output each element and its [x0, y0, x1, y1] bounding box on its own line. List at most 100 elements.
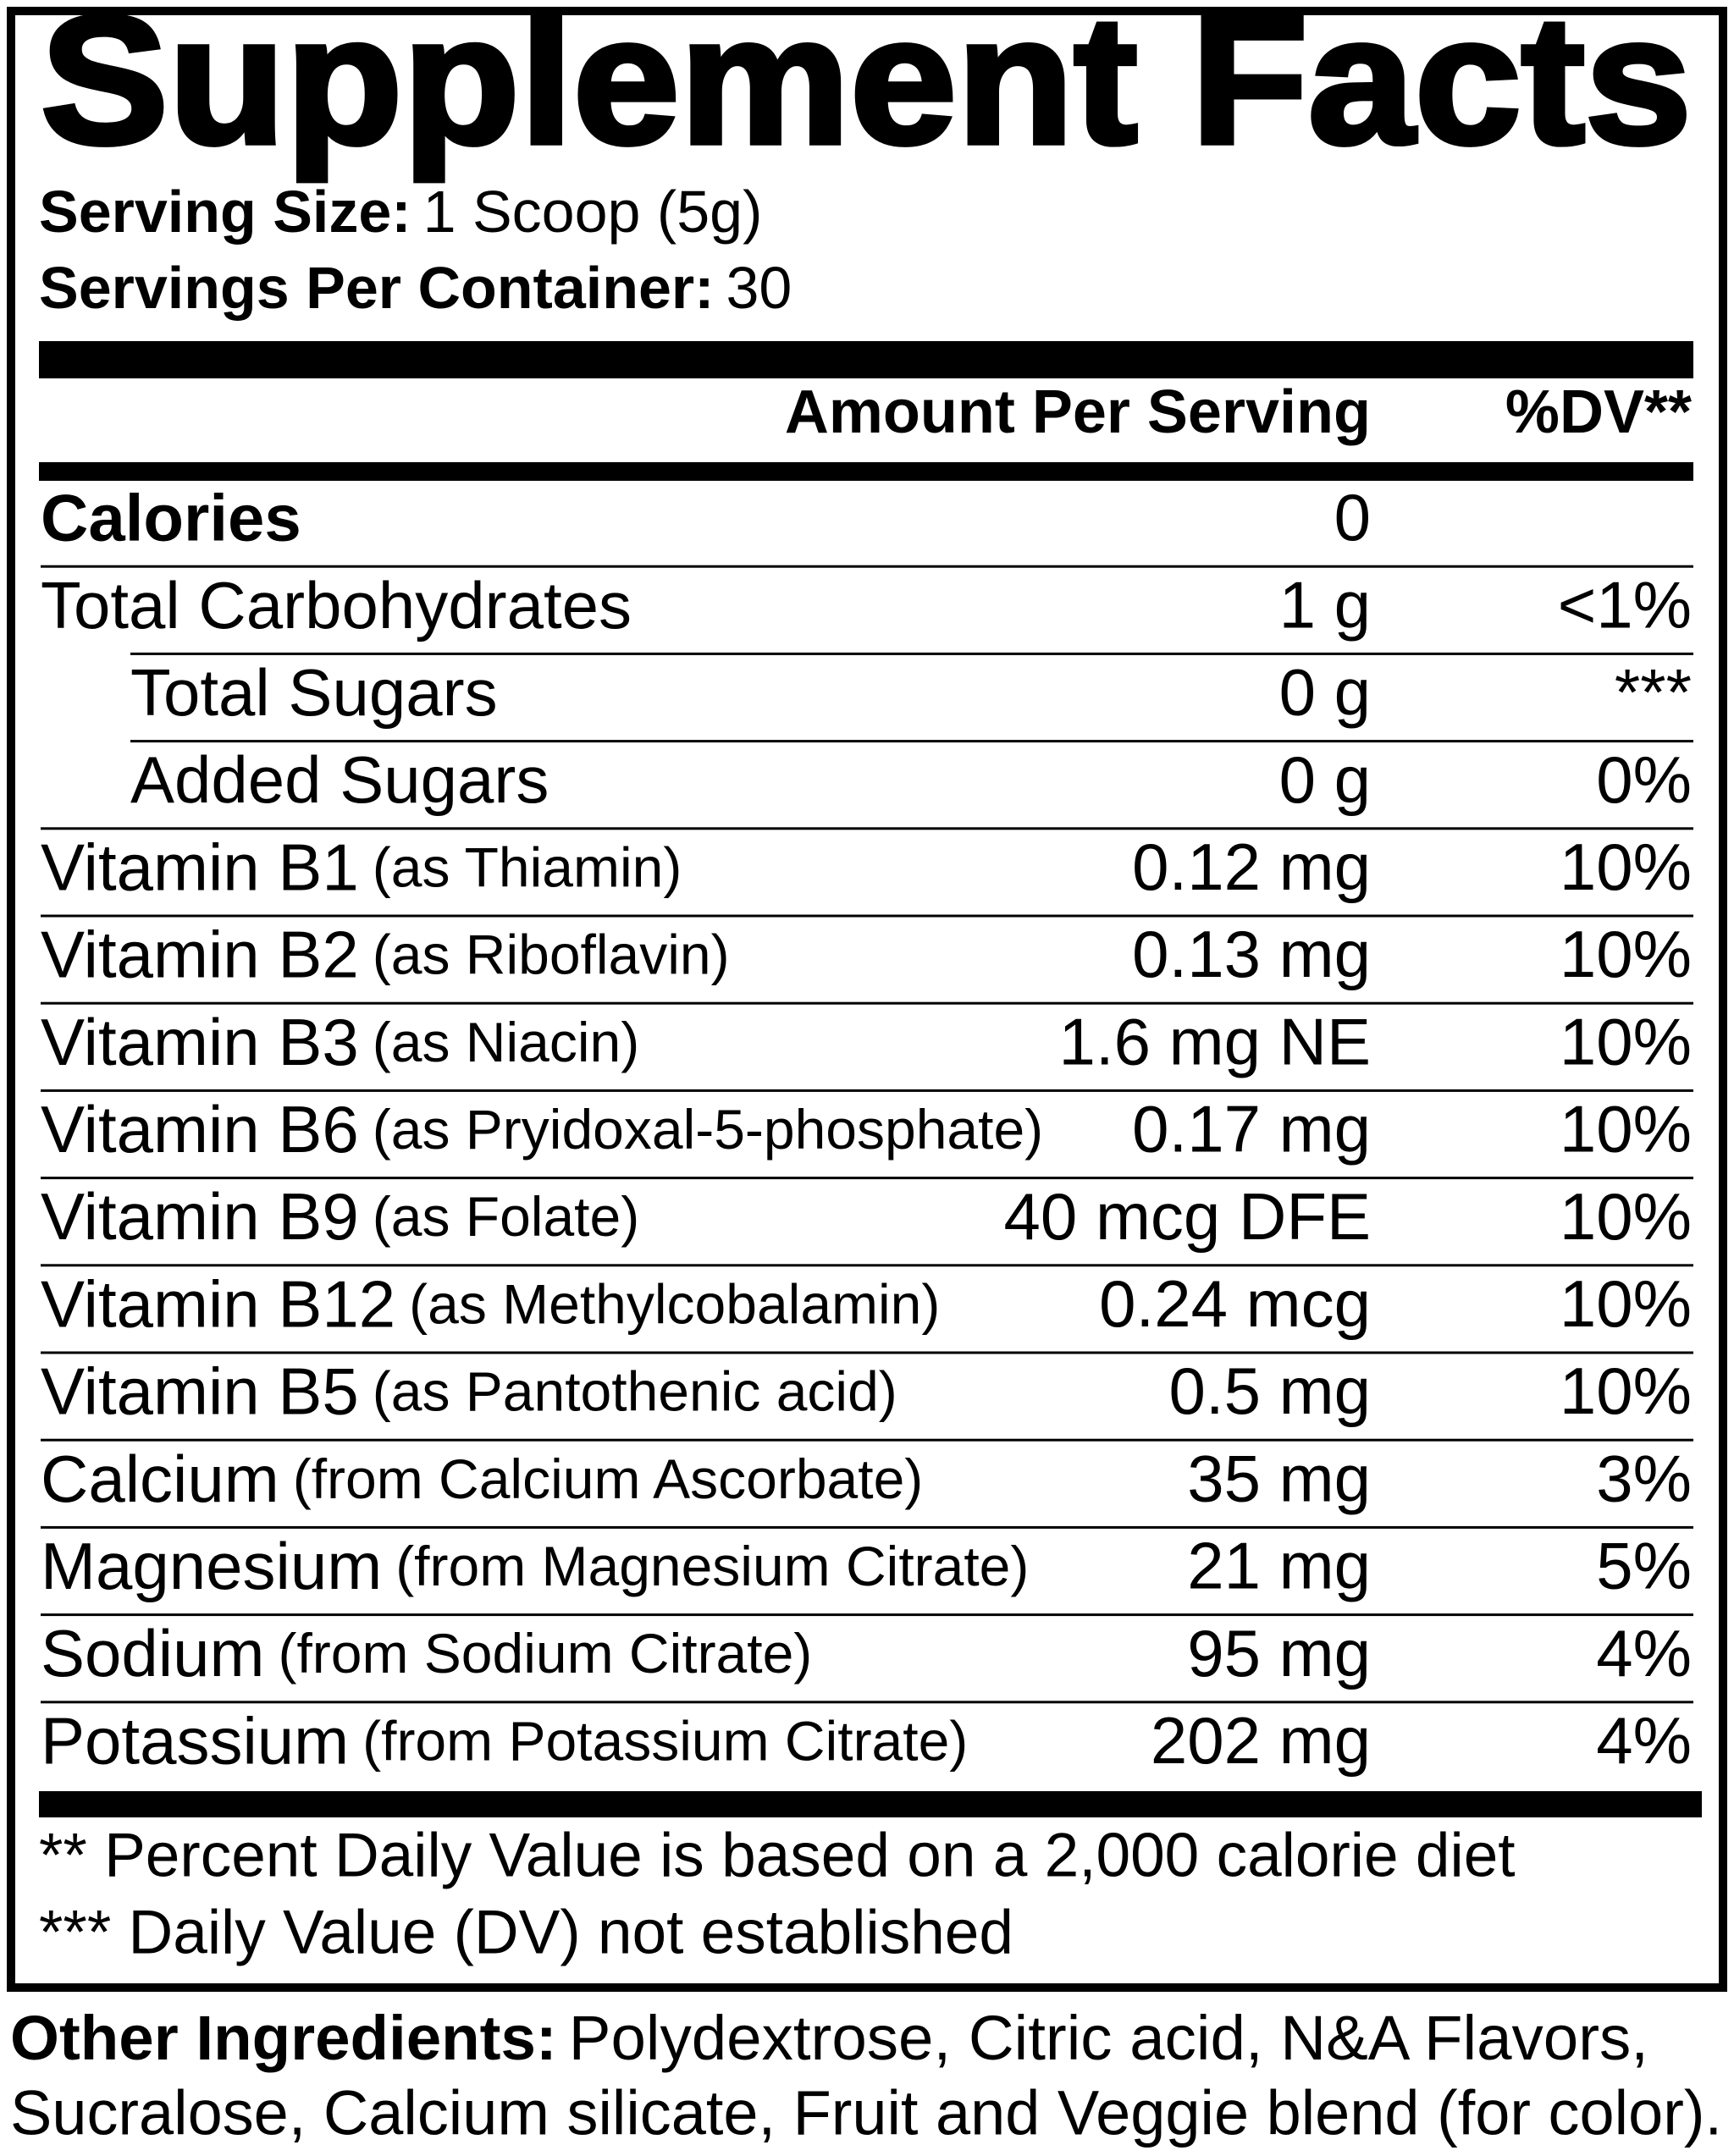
row-rule — [41, 565, 1693, 568]
daily-value: 5% — [1596, 1529, 1692, 1603]
daily-value: 10% — [1560, 1004, 1692, 1078]
nutrient-name: Total Carbohydrates — [41, 567, 632, 642]
row-rule — [41, 827, 1693, 830]
dv-header: %DV** — [1505, 378, 1692, 446]
nutrient-source: (as Folate) — [373, 1186, 639, 1249]
daily-value: <1% — [1558, 567, 1692, 642]
row-rule — [41, 1264, 1693, 1267]
row-rule — [41, 1438, 1693, 1442]
serving-size: Serving Size: 1 Scoop (5g) — [39, 179, 762, 245]
nutrient-name: Potassium (from Potassium Citrate) — [41, 1703, 968, 1778]
amount: 0.24 mcg — [1099, 1266, 1371, 1341]
serving-size-label: Serving Size: — [39, 179, 411, 245]
amount: 21 mg — [1187, 1529, 1371, 1603]
daily-value: 10% — [1560, 1092, 1692, 1166]
daily-value: 10% — [1560, 1266, 1692, 1341]
nutrient-name: Calories — [41, 480, 301, 554]
nutrient-name: Vitamin B2 (as Riboflavin) — [41, 917, 730, 991]
nutrient-label: Vitamin B1 — [41, 830, 359, 904]
nutrient-label: Vitamin B12 — [41, 1266, 395, 1341]
amount-header: Amount Per Serving — [785, 378, 1371, 446]
nutrient-name: Vitamin B1 (as Thiamin) — [41, 830, 682, 904]
nutrient-name: Calcium (from Calcium Ascorbate) — [41, 1441, 923, 1515]
nutrient-label: Magnesium — [41, 1529, 382, 1603]
nutrient-source: (as Pantothenic acid) — [373, 1360, 897, 1423]
amount: 0.12 mg — [1132, 830, 1371, 904]
amount: 0.5 mg — [1169, 1354, 1371, 1428]
thick-rule — [39, 1791, 1702, 1817]
nutrient-source: (from Calcium Ascorbate) — [293, 1447, 924, 1510]
daily-value: 10% — [1560, 830, 1692, 904]
amount: 0.13 mg — [1132, 917, 1371, 991]
row-rule — [41, 1351, 1693, 1354]
nutrient-label: Potassium — [41, 1703, 349, 1778]
amount: 1 g — [1279, 567, 1371, 642]
nutrient-source: (as Thiamin) — [373, 836, 682, 899]
nutrient-name: Vitamin B12 (as Methylcobalamin) — [41, 1266, 940, 1341]
servings-per-container-value: 30 — [726, 255, 792, 321]
servings-per-container-label: Servings Per Container: — [39, 255, 714, 321]
nutrient-source: (as Methylcobalamin) — [409, 1273, 940, 1336]
nutrient-name: Vitamin B6 (as Pryidoxal-5-phosphate) — [41, 1092, 1043, 1166]
nutrient-label: Added Sugars — [130, 742, 549, 817]
nutrient-label: Vitamin B2 — [41, 917, 359, 991]
nutrient-name: Sodium (from Sodium Citrate) — [41, 1616, 812, 1690]
row-rule — [41, 1701, 1693, 1704]
nutrient-label: Vitamin B5 — [41, 1354, 359, 1428]
nutrient-source: (as Pryidoxal-5-phosphate) — [373, 1098, 1043, 1161]
amount: 95 mg — [1187, 1616, 1371, 1690]
nutrient-source: (from Sodium Citrate) — [278, 1623, 812, 1685]
daily-value: 4% — [1596, 1703, 1692, 1778]
nutrient-name: Vitamin B5 (as Pantothenic acid) — [41, 1354, 897, 1428]
row-rule — [41, 914, 1693, 918]
servings-per-container: Servings Per Container: 30 — [39, 255, 792, 321]
amount: 0 g — [1279, 742, 1371, 817]
amount: 0 g — [1279, 655, 1371, 730]
nutrient-label: Calcium — [41, 1441, 279, 1515]
amount: 202 mg — [1151, 1703, 1371, 1778]
daily-value: 3% — [1596, 1441, 1692, 1515]
nutrient-source: (from Potassium Citrate) — [362, 1710, 968, 1773]
nutrient-label: Vitamin B3 — [41, 1004, 359, 1078]
serving-size-value: 1 Scoop (5g) — [423, 179, 763, 245]
other-ingredients-text: Sucralose, Calcium silicate, Fruit and V… — [10, 2078, 1722, 2148]
daily-value: 10% — [1560, 1354, 1692, 1428]
daily-value: 0% — [1596, 742, 1692, 817]
nutrient-label: Sodium — [41, 1616, 264, 1690]
nutrient-label: Total Sugars — [130, 655, 498, 730]
daily-value: 10% — [1560, 1179, 1692, 1254]
nutrient-name: Vitamin B9 (as Folate) — [41, 1179, 639, 1254]
row-rule — [41, 1613, 1693, 1617]
amount: 35 mg — [1187, 1441, 1371, 1515]
amount: 0.17 mg — [1132, 1092, 1371, 1166]
nutrient-source: (from Magnesium Citrate) — [395, 1535, 1029, 1597]
other-ingredients-text: Polydextrose, Citric acid, N&A Flavors, — [569, 2003, 1648, 2073]
label-border — [7, 7, 1727, 1992]
row-rule — [41, 1001, 1693, 1005]
thick-rule — [39, 341, 1693, 378]
nutrient-label: Total Carbohydrates — [41, 567, 632, 642]
nutrient-name: Magnesium (from Magnesium Citrate) — [41, 1529, 1029, 1603]
other-ingredients: Other Ingredients: Polydextrose, Citric a… — [10, 2003, 1648, 2073]
row-rule — [41, 1177, 1693, 1180]
daily-value: 4% — [1596, 1616, 1692, 1690]
title: Supplement Facts — [41, 0, 1692, 182]
nutrient-label: Vitamin B9 — [41, 1179, 359, 1254]
nutrient-name: Vitamin B3 (as Niacin) — [41, 1004, 639, 1078]
amount: 40 mcg DFE — [1004, 1179, 1371, 1254]
nutrient-source: (as Riboflavin) — [373, 924, 730, 986]
nutrient-name: Added Sugars — [130, 742, 549, 817]
medium-rule — [39, 462, 1693, 481]
row-rule — [130, 652, 1693, 655]
row-rule — [130, 740, 1693, 743]
amount: 0 — [1334, 480, 1371, 554]
other-ingredients-label: Other Ingredients: — [10, 2003, 557, 2073]
row-rule — [41, 1089, 1693, 1092]
amount: 1.6 mg NE — [1059, 1004, 1371, 1078]
daily-value: *** — [1615, 655, 1692, 730]
nutrient-name: Total Sugars — [130, 655, 498, 730]
nutrient-label: Vitamin B6 — [41, 1092, 359, 1166]
nutrient-source: (as Niacin) — [373, 1011, 639, 1073]
